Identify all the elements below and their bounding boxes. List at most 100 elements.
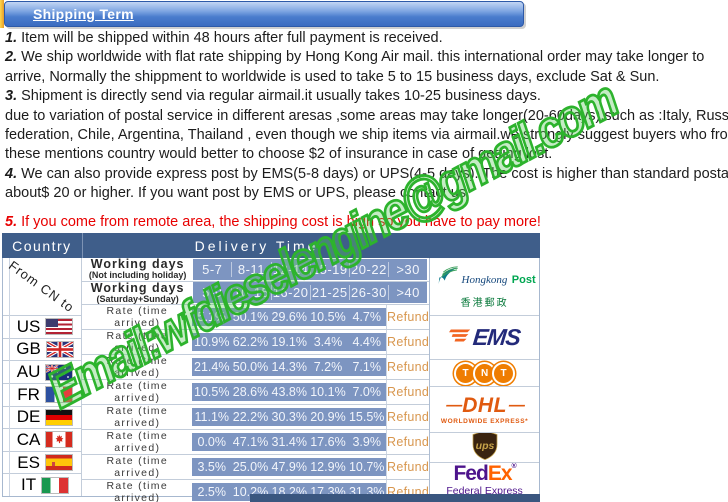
- us-flag-icon: [45, 318, 74, 336]
- rate-value: 10.5%: [194, 385, 230, 400]
- working-days-value: 20-22: [348, 261, 388, 277]
- rate-value: 3.4%: [313, 335, 343, 350]
- working-days-value: 26-30: [348, 285, 388, 301]
- country-column: From CN to US GB AU FR: [3, 258, 83, 496]
- ca-flag-icon: [45, 431, 74, 449]
- table-header-row: Country Delivery Time: [2, 233, 540, 258]
- gb-flag-icon: [45, 340, 74, 358]
- rate-value: 4.7%: [352, 310, 381, 325]
- it-flag-icon: [41, 476, 70, 494]
- table-row-country-de: DE: [3, 407, 82, 430]
- table-row-country-ca: CA: [3, 429, 82, 452]
- rate-value: 62.2%: [232, 335, 269, 350]
- es-flag-icon: [44, 454, 73, 472]
- country-code: IT: [21, 475, 37, 495]
- rate-value: 15.5%: [348, 410, 385, 425]
- table-row-rate-ca: Rate (time arrived) 0.0% 47.1% 31.4% 17.…: [82, 430, 430, 456]
- working-days-label: Working days (Saturday+Sunday): [90, 280, 185, 304]
- rate-value: 11.1%: [194, 410, 230, 425]
- rate-values-bar: 11.1% 22.2% 30.3% 20.9% 15.5%: [192, 408, 387, 427]
- table-row-country-us: US: [3, 316, 82, 339]
- refund-cell: Refund: [386, 305, 429, 330]
- rate-value: 10.5%: [310, 310, 346, 325]
- table-row-rate-fr: Rate (time arrived) 10.5% 28.6% 43.8% 10…: [82, 380, 430, 406]
- term-line-warning: 5. If you come from remote area, the ship…: [5, 213, 728, 232]
- term-number: 2.: [5, 49, 18, 66]
- term-line: these mentions country would better to c…: [5, 145, 728, 164]
- working-days-label: Working days (Not including holiday): [88, 257, 187, 281]
- country-code: CA: [16, 429, 41, 449]
- working-days-value: 10-15: [231, 285, 270, 301]
- term-line: 3. Shipment is directly send via regular …: [5, 87, 728, 106]
- rate-value: 7.2%: [313, 360, 343, 375]
- ems-wing-icon: [449, 325, 473, 350]
- carrier-column: Hongkong Post 香港郵政 EMS T N: [430, 258, 539, 496]
- table-row-country-au: AU: [3, 361, 82, 384]
- bird-icon: [434, 264, 460, 293]
- rate-value: 28.6%: [232, 385, 269, 400]
- term-text: due to variation of postal service in di…: [5, 107, 728, 124]
- term-number: 1.: [5, 30, 18, 46]
- working-days-values-bar: 5-7 8-11 12-14 15-19 20-22 >30: [193, 258, 428, 280]
- term-number: 3.: [5, 88, 18, 105]
- rate-value: 20.9%: [310, 410, 346, 425]
- term-text: If you come from remote area, the shippi…: [21, 213, 541, 230]
- working-days-value: >30: [388, 261, 427, 277]
- country-code: AU: [16, 362, 41, 382]
- working-days-value: 5-7: [202, 261, 223, 277]
- term-number: 5.: [5, 213, 18, 230]
- term-line: arrive, Normally the shippment to worldw…: [5, 68, 728, 87]
- header-bar: Shipping Term: [4, 1, 524, 27]
- working-days-row-holiday: Working days (Not including holiday) 5-7…: [82, 257, 430, 282]
- rate-value: 0.0%: [197, 435, 227, 450]
- refund-cell: Refund: [386, 330, 429, 355]
- term-number: 4.: [5, 165, 18, 182]
- table-row-rate-de: Rate (time arrived) 11.1% 22.2% 30.3% 20…: [82, 405, 430, 431]
- table-row-country-es: ES: [3, 452, 82, 475]
- rate-label: Rate (time arrived): [106, 480, 168, 502]
- rate-label: Rate (time arrived): [106, 330, 168, 355]
- rate-value: 10.1%: [310, 385, 346, 400]
- rate-values-bar: 10.9% 62.2% 19.1% 3.4% 4.4%: [192, 333, 387, 352]
- dhl-logo: — DHL — WORLDWIDE EXPRESS*: [430, 387, 539, 433]
- rate-label: Rate (time arrived): [106, 380, 168, 405]
- rate-value: 7.0%: [352, 385, 381, 400]
- rate-value: 17.6%: [310, 435, 346, 450]
- term-line: 2. We ship worldwide with flat rate shipp…: [5, 48, 728, 67]
- header-frame-edge: [0, 0, 4, 28]
- rate-value: 19.1%: [271, 335, 307, 350]
- refund-cell: Refund: [386, 405, 429, 430]
- term-line: due to variation of postal service in di…: [5, 107, 728, 126]
- table-row-rate-au: Rate (time arrived) 21.4% 50.0% 14.3% 7.…: [82, 355, 430, 381]
- working-days-value: 16-20: [270, 285, 310, 301]
- rate-value: 31.4%: [271, 435, 307, 450]
- working-days-value: 5-9: [202, 285, 223, 301]
- working-days-value: 15-19: [309, 261, 349, 277]
- rate-value: 3.9%: [352, 435, 381, 450]
- rate-values-bar: 3.5% 25.0% 47.9% 12.9% 10.7%: [192, 458, 387, 477]
- ups-logo: ups: [430, 433, 539, 463]
- term-text: We can also provide express post by EMS(…: [21, 165, 728, 182]
- refund-cell: Refund: [386, 355, 429, 380]
- terms-block: 1. Item will be shipped within 48 hours a…: [5, 29, 728, 232]
- ems-logo: EMS: [430, 316, 539, 360]
- delivery-time-column-header: Delivery Time: [194, 237, 319, 254]
- refund-cell: Refund: [386, 455, 429, 480]
- working-days-value: 12-14: [270, 261, 310, 277]
- table-row-rate-us: Rate (time arrived) 5.1% 50.1% 29.6% 10.…: [82, 305, 430, 331]
- table-row-country-gb: GB: [3, 339, 82, 362]
- rate-value: 22.2%: [232, 410, 269, 425]
- rate-label: Rate (time arrived): [106, 355, 168, 380]
- refund-cell: Refund: [386, 430, 429, 455]
- working-days-values-bar: 5-9 10-15 16-20 21-25 26-30 >40: [193, 282, 428, 304]
- rate-value: 43.8%: [271, 385, 307, 400]
- rate-value: 3.5%: [197, 460, 227, 475]
- rate-label: Rate (time arrived): [106, 455, 168, 480]
- fr-flag-icon: [44, 386, 73, 404]
- rate-values-bar: 0.0% 47.1% 31.4% 17.6% 3.9%: [192, 433, 387, 452]
- rate-value: 10.7%: [348, 460, 385, 475]
- rate-value: 25.0%: [232, 460, 269, 475]
- rate-label: Rate (time arrived): [106, 405, 168, 430]
- country-column-header: Country: [2, 233, 83, 258]
- term-line: federation, Chile, Argentina, Thailand ,…: [5, 126, 728, 145]
